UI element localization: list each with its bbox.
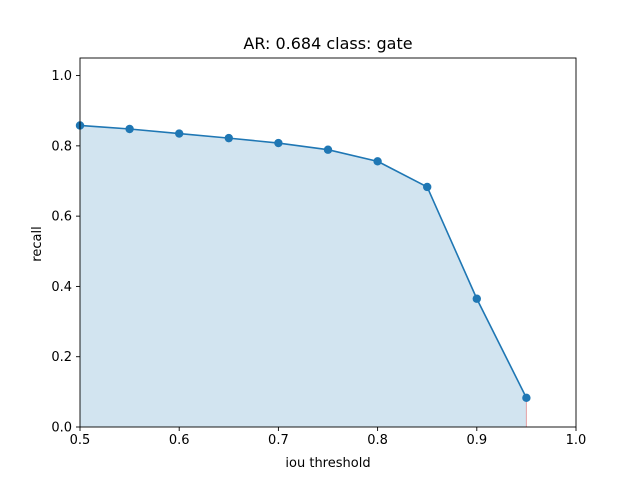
- x-tick-label: 1.0: [566, 433, 587, 448]
- y-tick-label: 0.6: [51, 210, 72, 225]
- data-point-4: [274, 138, 283, 148]
- x-tick-label: 0.9: [466, 433, 487, 448]
- y-axis-label: recall: [30, 226, 45, 261]
- y-tick-label: 0.4: [51, 280, 72, 295]
- axes-frame: [79, 57, 577, 428]
- data-point-7: [423, 182, 432, 192]
- data-point-2: [175, 129, 184, 138]
- data-point-9: [522, 393, 531, 403]
- data-point-5: [323, 145, 333, 154]
- series-line: [79, 124, 528, 399]
- y-tick-label: 1.0: [51, 69, 72, 84]
- chart-title: AR: 0.684 class: gate: [243, 34, 412, 53]
- data-point-1: [125, 124, 134, 134]
- area-fill: [80, 125, 527, 427]
- data-point-8: [472, 294, 481, 303]
- x-tick-label: 0.6: [169, 433, 190, 448]
- y-tick-label: 0.0: [51, 421, 72, 436]
- x-tick-label: 0.5: [70, 433, 91, 448]
- data-point-3: [224, 133, 233, 143]
- y-tick-label: 0.2: [51, 350, 72, 365]
- x-axis-label: iou threshold: [285, 456, 370, 471]
- x-tick-label: 0.8: [367, 433, 388, 448]
- y-tick-label: 0.8: [51, 139, 72, 154]
- data-point-6: [373, 157, 382, 166]
- plot-area: 0.5 0.6 0.7 0.8 0.9 1.0 0.0 0.2 0.4 0.6 0.8 1.0: [51, 57, 587, 448]
- x-tick-label: 0.7: [268, 433, 289, 448]
